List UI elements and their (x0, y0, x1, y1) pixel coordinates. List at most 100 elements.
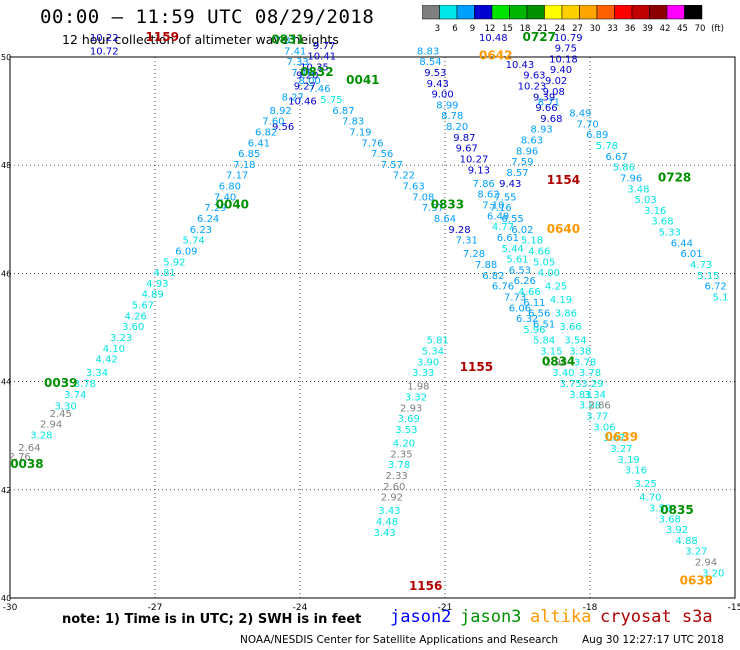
wave-height-label: 6.26 (514, 276, 536, 287)
wave-height-label: 3.15 (540, 347, 562, 358)
satellite-label-jason2: jason2 (390, 607, 452, 627)
pass-time-label: 0642 (479, 49, 512, 63)
wave-height-label: 3.06 (593, 422, 615, 433)
wave-height-label: 3.78 (74, 379, 96, 390)
wave-height-label: 4.00 (538, 268, 560, 279)
wave-height-label: 6.49 (487, 211, 509, 222)
wave-height-label: 6.01 (680, 249, 702, 260)
wave-height-label: 6.85 (238, 149, 260, 160)
wave-height-label: 7.86 (473, 179, 495, 190)
page-subtitle: 12 hour collection of altimeter wave hei… (62, 32, 339, 47)
wave-height-label: 10.46 (288, 97, 317, 108)
footnote: note: 1) Time is in UTC; 2) SWH is in fe… (62, 612, 362, 627)
wave-height-label: 3.34 (86, 368, 108, 379)
wave-height-label: 3.66 (560, 322, 582, 333)
wave-height-label: 7.88 (475, 260, 497, 271)
pass-time-label: 1154 (547, 173, 580, 187)
wave-height-label: 6.24 (197, 214, 219, 225)
wave-height-label: 5.74 (183, 236, 205, 247)
wave-height-label: 3.19 (618, 455, 640, 466)
wave-height-label: 8.49 (569, 109, 591, 120)
y-tick-label: 44 (1, 378, 11, 387)
wave-height-label: 8.62 (477, 190, 499, 201)
wave-height-label: 7.46 (308, 84, 330, 95)
wave-height-label: 6.87 (332, 106, 354, 117)
y-tick-label: 42 (1, 486, 11, 495)
wave-height-label: 5.1 (713, 292, 729, 303)
legend-label: 15 (502, 24, 513, 34)
wave-height-label: 6.82 (255, 127, 277, 138)
wave-height-label: 9.63 (523, 71, 545, 82)
wave-height-label: 3.68 (651, 217, 673, 228)
wave-height-label: 8.78 (441, 111, 463, 122)
wave-height-label: 6.53 (509, 265, 531, 276)
wave-height-label: 2.64 (18, 443, 40, 454)
wave-height-label: 3.33 (412, 368, 434, 379)
pass-time-label: 0834 (542, 354, 575, 368)
wave-height-label: 3.40 (552, 368, 574, 379)
wave-height-label: 10.43 (506, 60, 535, 71)
wave-height-label: 3.54 (564, 336, 586, 347)
wave-height-label: 3.69 (398, 414, 420, 425)
wave-height-label: 3.34 (584, 390, 606, 401)
wave-height-label: 6.76 (492, 282, 514, 293)
wave-height-label: 4.66 (528, 246, 550, 257)
pass-time-label: 0639 (605, 430, 638, 444)
wave-height-label: 7.40 (214, 192, 236, 203)
legend-label: 3 (435, 24, 440, 34)
x-tick-label: -21 (438, 603, 453, 610)
wave-height-label: 4.26 (125, 311, 147, 322)
legend-label: 30 (590, 24, 601, 34)
wave-height-label: 3.27 (685, 547, 707, 558)
wave-height-label: 7.22 (393, 171, 415, 182)
wave-height-label: 2.33 (386, 471, 408, 482)
wave-height-label: 4.20 (393, 439, 415, 450)
wave-height-label: 6.80 (219, 182, 241, 193)
wave-height-label: 8.92 (270, 106, 292, 117)
wave-height-label: 3.68 (659, 514, 681, 525)
wave-height-label: 7.19 (349, 127, 371, 138)
wave-height-label: 5.78 (596, 141, 618, 152)
wave-height-label: 3.60 (122, 322, 144, 333)
wave-height-label: 9.00 (431, 90, 453, 101)
legend-label: (ft) (711, 24, 724, 34)
wave-height-label: 8.20 (446, 122, 468, 133)
wave-height-label: 8.63 (521, 136, 543, 147)
legend-label: 39 (642, 24, 653, 34)
wave-height-label: 7.10 (291, 68, 313, 79)
wave-height-label: 3.23 (110, 333, 132, 344)
wave-height-label: 10.35 (300, 63, 329, 74)
pass-time-label: 1156 (409, 579, 442, 593)
wave-height-label: 9.66 (535, 103, 557, 114)
wave-height-label: 6.44 (671, 238, 693, 249)
wave-height-label: 4.19 (550, 295, 572, 306)
pass-time-label: 0728 (658, 170, 691, 184)
wave-height-label: 3.75 (560, 379, 582, 390)
wave-height-label: 6.32 (516, 314, 538, 325)
wave-height-label: 3.88 (579, 401, 601, 412)
wave-height-label: 3.78 (388, 460, 410, 471)
legend-label: 27 (572, 24, 583, 34)
wave-height-label: 3.74 (64, 390, 86, 401)
wave-height-label: 3.90 (417, 357, 439, 368)
legend-label: 33 (607, 24, 618, 34)
wave-height-label: 9.20 (296, 71, 318, 82)
wave-height-label: 6.02 (511, 225, 533, 236)
wave-height-label: 7.76 (361, 138, 383, 149)
wave-height-label: 7.18 (233, 160, 255, 171)
wave-height-label: 4.77 (492, 222, 514, 233)
wave-height-label: 3.32 (405, 393, 427, 404)
wave-height-label: 2.98 (545, 357, 567, 368)
wave-height-label: 3.83 (569, 390, 591, 401)
wave-height-label: 6.72 (705, 282, 727, 293)
wave-height-label: 9.13 (468, 165, 490, 176)
y-tick-label: 46 (1, 269, 11, 278)
wave-height-label: 7.60 (262, 117, 284, 128)
wave-height-label: 3.25 (634, 479, 656, 490)
wave-height-label: 7.08 (412, 192, 434, 203)
wave-height-label: 3.78 (579, 368, 601, 379)
wave-height-label: 2.35 (390, 449, 412, 460)
wave-height-label: 7.57 (381, 160, 403, 171)
legend-label: 42 (660, 24, 671, 34)
wave-height-label: 9.08 (543, 87, 565, 98)
